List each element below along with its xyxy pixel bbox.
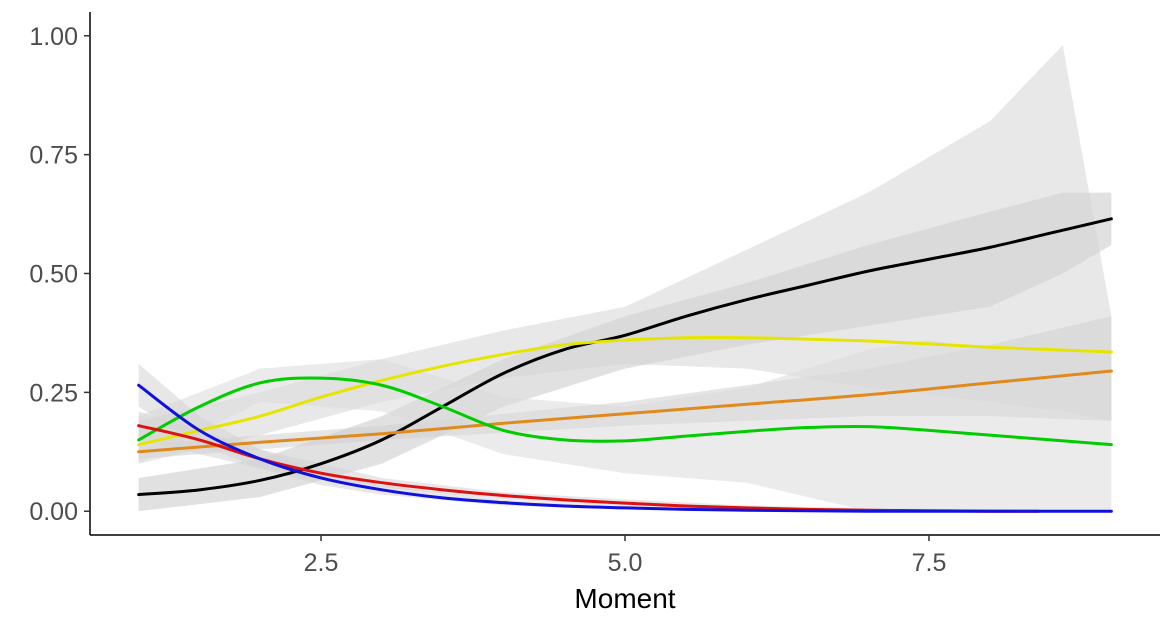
y-tick-label: 0.00: [29, 498, 78, 526]
series-line: [137, 376, 1113, 447]
confidence-band: [138, 340, 1112, 512]
x-axis-ticks: 2.5 5.0 7.5: [304, 535, 947, 577]
series-line: [137, 383, 1113, 513]
y-tick-label: 0.50: [29, 261, 78, 289]
x-tick-label: 2.5: [304, 549, 339, 577]
y-tick-label: 0.25: [29, 379, 78, 407]
series-lines: [137, 217, 1113, 513]
x-tick-label: 5.0: [608, 549, 643, 577]
series-line: [137, 217, 1113, 497]
y-tick-label: 0.75: [29, 142, 78, 170]
y-tick-label: 1.00: [29, 23, 78, 51]
series-line: [137, 369, 1113, 454]
x-axis-title: Moment: [574, 583, 675, 614]
series-line: [137, 335, 1113, 447]
y-axis-ticks: 0.00 0.25 0.50 0.75 1.00: [29, 23, 90, 526]
x-tick-label: 7.5: [912, 549, 947, 577]
